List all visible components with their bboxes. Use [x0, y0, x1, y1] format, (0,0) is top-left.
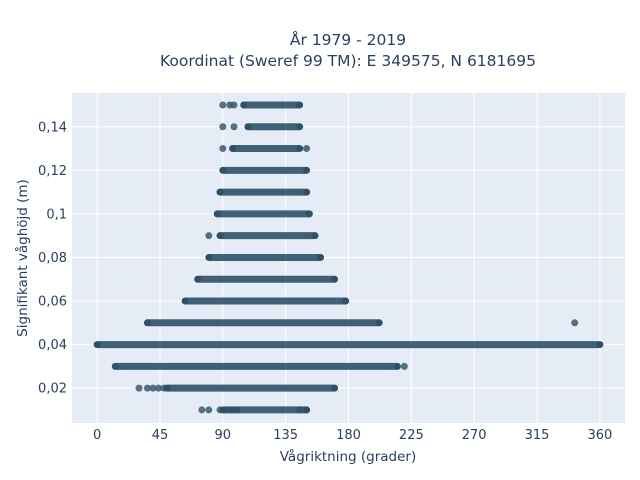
dense-point-cluster — [113, 363, 399, 370]
dense-point-cluster — [218, 232, 317, 239]
data-point — [303, 406, 310, 413]
point-band — [219, 167, 310, 174]
x-tick-label: 360 — [587, 428, 612, 443]
data-point — [205, 254, 212, 261]
x-tick-label: 135 — [273, 428, 298, 443]
data-point — [303, 167, 310, 174]
data-point — [296, 145, 303, 152]
dense-point-cluster — [246, 123, 302, 130]
data-point — [296, 101, 303, 108]
data-point — [219, 145, 226, 152]
chart-title-line1: År 1979 - 2019 — [290, 30, 406, 49]
x-axis-label: Vågriktning (grader) — [280, 448, 417, 465]
y-tick-label: 0,02 — [38, 382, 67, 397]
chart-title-line2: Koordinat (Sweref 99 TM): E 349575, N 61… — [160, 52, 536, 70]
data-point — [229, 145, 236, 152]
point-band — [214, 210, 313, 217]
dense-point-cluster — [145, 319, 381, 326]
data-point — [136, 385, 143, 392]
data-point — [219, 123, 226, 130]
point-band — [194, 276, 338, 283]
data-point — [596, 341, 603, 348]
point-band — [112, 363, 408, 370]
data-point — [244, 123, 251, 130]
y-tick-label: 0,1 — [46, 207, 67, 222]
data-point — [296, 123, 303, 130]
data-point — [240, 101, 247, 108]
point-band — [217, 189, 311, 196]
data-point — [144, 319, 151, 326]
x-tick-label: 0 — [93, 428, 101, 443]
point-band — [136, 385, 339, 392]
y-tick-label: 0,04 — [38, 338, 67, 353]
data-point — [311, 232, 318, 239]
dense-point-cluster — [207, 254, 323, 261]
x-tick-label: 315 — [525, 428, 550, 443]
data-point — [198, 406, 205, 413]
data-point — [230, 101, 237, 108]
data-point — [205, 406, 212, 413]
data-point — [303, 145, 310, 152]
x-tick-label: 90 — [215, 428, 232, 443]
data-point — [306, 210, 313, 217]
data-point — [303, 189, 310, 196]
data-point — [401, 363, 408, 370]
dense-point-cluster — [218, 189, 309, 196]
y-tick-label: 0,12 — [38, 164, 67, 179]
dense-point-cluster — [242, 101, 302, 108]
data-point — [230, 123, 237, 130]
data-point — [94, 341, 101, 348]
y-tick-label: 0,14 — [38, 120, 67, 135]
data-point — [376, 319, 383, 326]
y-tick-label: 0,08 — [38, 251, 67, 266]
dense-point-cluster — [165, 385, 337, 392]
data-point — [194, 276, 201, 283]
x-tick-label: 180 — [336, 428, 361, 443]
dense-point-cluster — [196, 276, 337, 283]
point-band — [219, 123, 303, 130]
data-point — [571, 319, 578, 326]
y-tick-labels: 0,02 0,04 0,06 0,08 0,1 0,12 0,14 — [38, 120, 67, 396]
data-point — [317, 254, 324, 261]
x-tick-label: 270 — [462, 428, 487, 443]
point-band — [94, 341, 604, 348]
dense-point-cluster — [95, 341, 602, 348]
data-point — [233, 406, 240, 413]
point-band — [205, 232, 318, 239]
dense-point-cluster — [231, 145, 302, 152]
x-tick-label: 225 — [399, 428, 424, 443]
point-band — [182, 298, 350, 305]
data-point — [205, 232, 212, 239]
data-point — [217, 189, 224, 196]
data-point — [296, 406, 303, 413]
data-point — [217, 232, 224, 239]
data-point — [214, 210, 221, 217]
point-band — [219, 145, 310, 152]
dense-point-cluster — [183, 298, 348, 305]
dense-point-cluster — [221, 167, 309, 174]
point-band — [219, 101, 303, 108]
data-point — [331, 385, 338, 392]
data-point — [161, 385, 168, 392]
y-axis-label: Signifikant våghöjd (m) — [14, 179, 31, 337]
data-point — [182, 298, 189, 305]
y-tick-label: 0,06 — [38, 295, 67, 310]
data-point — [331, 276, 338, 283]
x-tick-label: 45 — [152, 428, 169, 443]
data-point — [219, 101, 226, 108]
dense-point-cluster — [215, 210, 311, 217]
data-point — [394, 363, 401, 370]
point-band — [205, 254, 324, 261]
x-tick-labels: 0 45 90 135 180 225 270 315 360 — [93, 428, 612, 443]
scatter-chart: År 1979 - 2019 Koordinat (Sweref 99 TM):… — [0, 0, 640, 480]
data-point — [342, 298, 349, 305]
data-point — [219, 167, 226, 174]
data-point — [112, 363, 119, 370]
